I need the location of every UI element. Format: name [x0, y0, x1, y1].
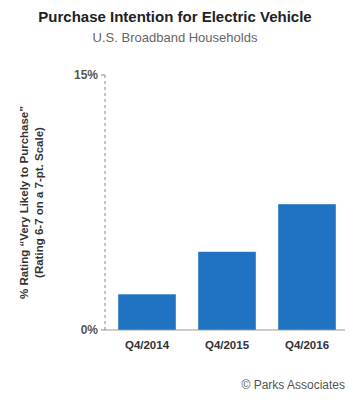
chart-container: Purchase Intention for Electric Vehicle U… [0, 0, 350, 400]
x-tick-label: Q4/2014 [125, 339, 170, 351]
bars [118, 204, 336, 330]
y-tick [101, 330, 105, 331]
y-tick-label: 0% [81, 323, 99, 337]
x-tick-label: Q4/2016 [285, 339, 329, 351]
title: Purchase Intention for Electric Vehicle [38, 8, 311, 25]
bar [278, 204, 336, 330]
y-axis-line [105, 75, 106, 330]
chart-svg: Purchase Intention for Electric Vehicle U… [0, 0, 350, 400]
bar [118, 294, 176, 330]
y-tick [101, 75, 105, 76]
y-axis-label: (Rating 6-7 on a 7-pt. Scale) [33, 127, 45, 278]
x-tick-label: Q4/2015 [205, 339, 250, 351]
bar [198, 252, 256, 330]
source: © Parks Associates [241, 378, 345, 392]
y-axis-label: % Rating “Very Likely to Purchase” [18, 106, 30, 299]
y-tick-label: 15% [74, 68, 98, 82]
subtitle: U.S. Broadband Households [93, 30, 258, 45]
x-axis-line [105, 330, 345, 331]
